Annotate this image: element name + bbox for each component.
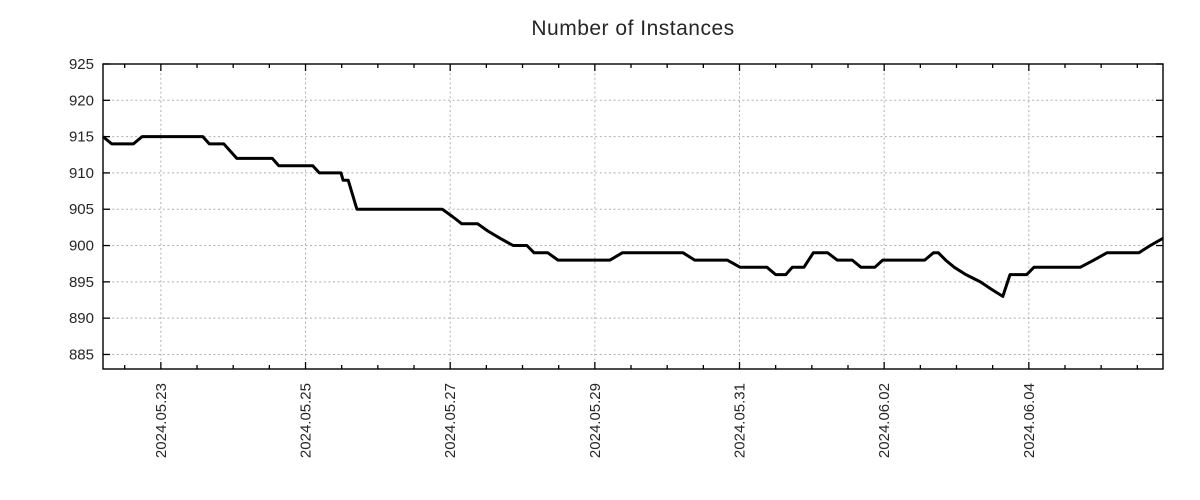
plot-border xyxy=(102,63,1164,370)
y-tick-label: 890 xyxy=(69,310,94,327)
y-tick-label: 905 xyxy=(69,201,94,218)
y-tick-label: 900 xyxy=(69,238,94,255)
x-tick-label: 2024.05.23 xyxy=(153,383,170,458)
x-tick-label: 2024.05.27 xyxy=(442,383,459,458)
y-tick-label: 910 xyxy=(69,165,94,182)
y-tick-label: 915 xyxy=(69,129,94,146)
x-tick-label: 2024.05.29 xyxy=(587,383,604,458)
y-tick-label: 885 xyxy=(69,346,94,363)
x-tick-label: 2024.06.04 xyxy=(1021,383,1038,458)
y-tick-label: 920 xyxy=(69,92,94,109)
x-tick-label: 2024.05.31 xyxy=(732,383,749,458)
y-tick-label: 895 xyxy=(69,274,94,291)
x-tick-label: 2024.05.25 xyxy=(298,383,315,458)
x-tick-label: 2024.06.02 xyxy=(876,383,893,458)
data-line-instances xyxy=(102,135,1164,298)
y-tick-label: 925 xyxy=(69,56,94,73)
chart-title: Number of Instances xyxy=(531,17,735,40)
